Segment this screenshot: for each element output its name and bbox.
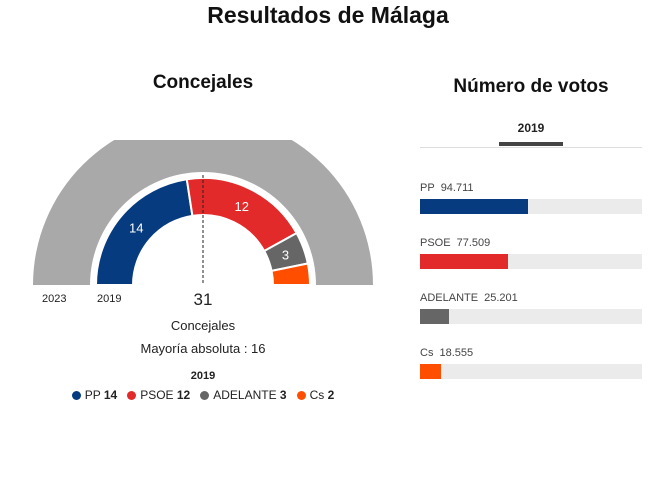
legend-value: 12	[176, 388, 191, 402]
tab-divider	[420, 147, 642, 148]
votos-heading: Número de votos	[453, 76, 609, 97]
vote-row-cs: Cs 18.555	[420, 346, 642, 379]
ring-label-outer: 2023	[42, 293, 67, 305]
vote-count: 77.509	[456, 237, 491, 249]
hemicycle-chart: 14 12 3	[33, 140, 373, 286]
legend-dot	[127, 390, 137, 400]
vote-bar-track	[420, 309, 642, 324]
vote-party-name: PSOE	[420, 237, 451, 249]
legend-item-cs: Cs 2	[296, 388, 335, 402]
vote-bar-pp	[420, 199, 528, 214]
majority-text: Mayoría absoluta : 16	[140, 341, 266, 356]
legend-dot	[200, 390, 210, 400]
ring-label-inner: 2019	[97, 293, 122, 305]
vote-label: PP 94.711	[420, 181, 642, 195]
vote-label: Cs 18.555	[420, 346, 642, 360]
tab-2019[interactable]: 2019	[517, 121, 545, 135]
legend-year: 2019	[190, 370, 216, 382]
legend-item-pp: PP 14	[71, 388, 118, 402]
vote-row-adelante: ADELANTE 25.201	[420, 291, 642, 324]
vote-label: ADELANTE 25.201	[420, 291, 642, 305]
legend-value: 14	[103, 388, 118, 402]
vote-bar-track	[420, 364, 642, 379]
legend-label: ADELANTE 3	[213, 388, 287, 402]
legend-label: PP 14	[84, 388, 118, 402]
seat-label-psoe: 12	[235, 199, 249, 214]
legend-label: PSOE 12	[140, 388, 191, 402]
vote-party-name: Cs	[420, 347, 434, 359]
total-seats: 31	[193, 290, 213, 309]
legend-value: 2	[327, 388, 335, 402]
legend-value: 3	[279, 388, 287, 402]
vote-row-pp: PP 94.711	[420, 181, 642, 214]
concejales-caption: Concejales	[170, 318, 236, 333]
vote-count: 18.555	[439, 347, 474, 359]
concejales-heading: Concejales	[152, 72, 254, 93]
page-title: Resultados de Málaga	[207, 2, 449, 28]
vote-count: 25.201	[484, 292, 518, 304]
seat-label-adelante: 3	[282, 247, 289, 262]
ring-2023	[33, 140, 373, 285]
vote-count: 94.711	[440, 182, 474, 194]
legend-item-adelante: ADELANTE 3	[200, 388, 287, 402]
vote-bar-adelante	[420, 309, 449, 324]
legend-label: Cs 2	[309, 388, 335, 402]
vote-bar-cs	[420, 364, 442, 379]
seat-label-pp: 14	[129, 221, 143, 236]
seat-segment-cs[interactable]	[270, 262, 312, 286]
seats-legend: PP 14 PSOE 12 ADELANTE 3 Cs 2	[40, 388, 366, 402]
vote-bar-track	[420, 199, 642, 214]
vote-party-name: PP	[420, 182, 435, 194]
vote-party-name: ADELANTE	[420, 292, 479, 304]
vote-label: PSOE 77.509	[420, 236, 642, 250]
legend-dot	[296, 390, 306, 400]
vote-row-psoe: PSOE 77.509	[420, 236, 642, 269]
legend-dot	[71, 390, 81, 400]
legend-item-psoe: PSOE 12	[127, 388, 190, 402]
vote-bar-track	[420, 254, 642, 269]
vote-bar-psoe	[420, 254, 509, 269]
tab-active-indicator	[499, 142, 563, 146]
